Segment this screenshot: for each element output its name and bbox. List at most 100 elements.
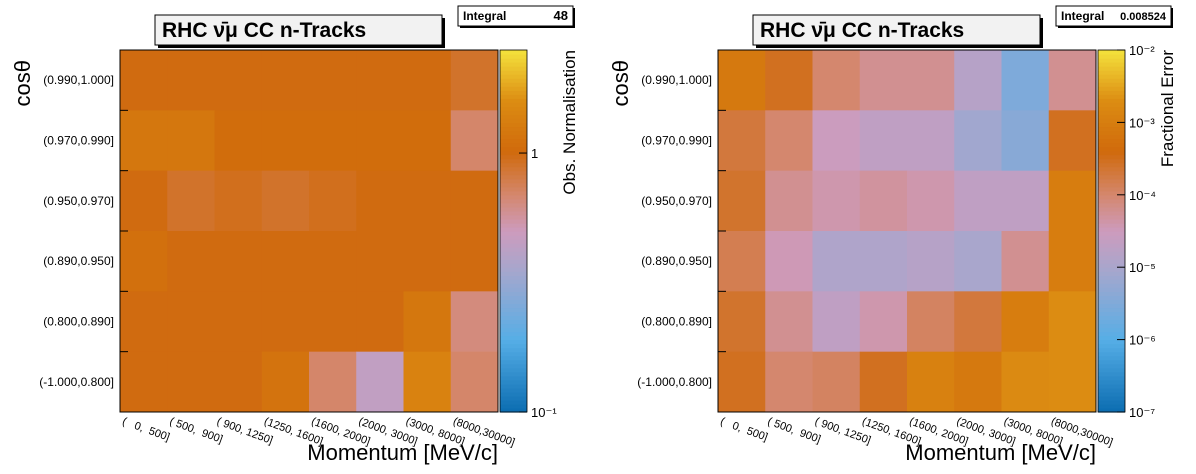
colorbar-swatch (500, 82, 527, 87)
heatmap-cell (261, 110, 310, 172)
colorbar-swatch (1098, 299, 1125, 304)
colorbar-swatch (500, 239, 527, 244)
colorbar-swatch (1098, 371, 1125, 377)
colorbar-swatch (1098, 243, 1125, 248)
heatmap-cell (765, 50, 813, 111)
colorbar-swatch (500, 343, 527, 349)
chart-title: RHC ν̄μ CC n-Tracks (162, 19, 366, 42)
heatmap-cell (356, 50, 404, 111)
colorbar-swatch (1098, 383, 1125, 389)
colorbar-swatch (500, 198, 527, 204)
heatmap-cell (859, 170, 908, 232)
colorbar-swatch (500, 178, 527, 184)
colorbar-swatch (1098, 218, 1125, 224)
heatmap-cell (907, 291, 955, 353)
colorbar-swatch (1098, 138, 1125, 144)
heatmap-cell (812, 50, 861, 111)
colorbar-swatch (500, 315, 527, 321)
colorbar-swatch (500, 235, 527, 240)
colorbar-swatch (500, 299, 527, 304)
y-tick-label: (0.990,1.000] (641, 73, 712, 87)
colorbar-swatch (500, 74, 527, 79)
heatmap-cell (167, 231, 215, 292)
y-tick-label: (0.800,0.890] (43, 315, 114, 329)
y-tick-label: (0.800,0.890] (641, 315, 712, 329)
colorbar-swatch (1098, 134, 1125, 140)
colorbar-swatch (1098, 102, 1125, 107)
heatmap-cell (403, 110, 452, 172)
colorbar-swatch (500, 271, 527, 276)
colorbar-swatch (500, 355, 527, 361)
heatmap-cell (1001, 170, 1050, 232)
colorbar-swatch (500, 78, 527, 83)
heatmap-cell (1001, 351, 1050, 413)
x-axis-label: Momentum [MeV/c] (905, 440, 1096, 465)
colorbar-swatch (1098, 146, 1125, 152)
colorbar-swatch (1098, 50, 1125, 55)
colorbar-swatch (500, 202, 527, 208)
colorbar-swatch (500, 206, 527, 212)
colorbar-tick-label: 10⁻¹ (531, 405, 557, 420)
heatmap-cell (450, 170, 499, 232)
colorbar-swatch (500, 363, 527, 369)
colorbar-swatch (500, 142, 527, 148)
colorbar-tick-label: 10⁻² (1129, 43, 1155, 58)
colorbar-swatch (500, 319, 527, 325)
colorbar-swatch (500, 243, 527, 248)
colorbar-swatch (1098, 126, 1125, 132)
colorbar-swatch (1098, 82, 1125, 87)
heatmap-cell (812, 110, 861, 172)
colorbar-swatch (500, 307, 527, 313)
colorbar-swatch (1098, 351, 1125, 357)
colorbar-swatch (1098, 94, 1125, 99)
heatmap-cell (718, 351, 766, 413)
colorbar-swatch (500, 375, 527, 381)
colorbar-swatch (500, 323, 527, 329)
heatmap-cell (907, 231, 955, 292)
colorbar-swatch (500, 134, 527, 140)
heatmap-cell (403, 351, 452, 413)
colorbar-swatch (1098, 154, 1125, 160)
colorbar-swatch (1098, 210, 1125, 216)
heatmap-cell (765, 170, 813, 232)
colorbar-swatch (1098, 359, 1125, 365)
colorbar-swatch (1098, 162, 1125, 168)
heatmap-cell (954, 170, 1002, 232)
colorbar-swatch (1098, 190, 1125, 196)
y-axis-label: cosθ (608, 60, 633, 106)
colorbar-swatch (500, 399, 527, 405)
colorbar-swatch (500, 259, 527, 264)
colorbar-swatch (1098, 98, 1125, 103)
colorbar-swatch (500, 275, 527, 280)
title-box (154, 14, 443, 46)
heatmap-cell (812, 351, 861, 413)
colorbar-swatch (1098, 307, 1125, 313)
colorbar-swatch (500, 154, 527, 160)
colorbar-swatch (1098, 78, 1125, 83)
heatmap-cell (403, 291, 452, 353)
colorbar-swatch (500, 359, 527, 365)
colorbar-swatch (500, 291, 527, 296)
colorbar-swatch (1098, 86, 1125, 91)
y-tick-label: (0.950,0.970] (641, 194, 712, 208)
colorbar-swatch (500, 190, 527, 196)
colorbar-swatch (500, 231, 527, 236)
colorbar-swatch (1098, 367, 1125, 373)
colorbar-swatch (1098, 255, 1125, 260)
heatmap-cell (859, 351, 908, 413)
y-axis-label: cosθ (10, 60, 35, 106)
colorbar-frame (499, 49, 528, 413)
colorbar-swatch (500, 383, 527, 389)
heatmap-cell (765, 351, 813, 413)
colorbar-swatch (500, 214, 527, 220)
heatmap-cell (167, 110, 215, 172)
y-tick-label: (0.890,0.950] (641, 254, 712, 268)
colorbar-swatch (1098, 222, 1125, 228)
heatmap-cell (954, 351, 1002, 413)
heatmap-cell (954, 231, 1002, 292)
heatmap-cell (954, 291, 1002, 353)
colorbar-swatch (500, 110, 527, 115)
heatmap-cell (309, 351, 357, 413)
colorbar-swatch (1098, 407, 1125, 413)
colorbar-swatch (1098, 319, 1125, 325)
